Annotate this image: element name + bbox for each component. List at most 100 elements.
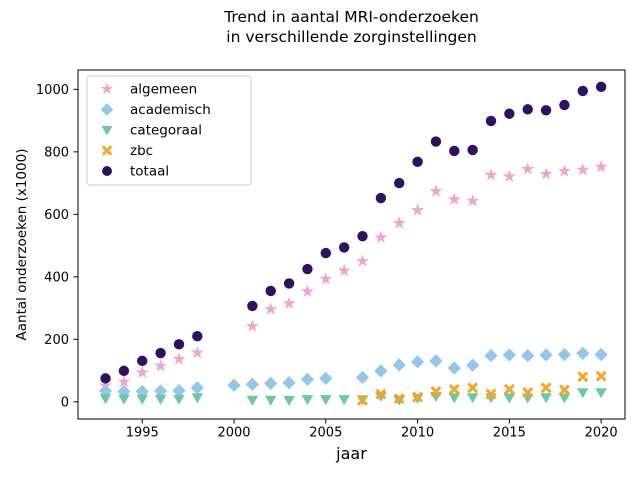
marker-academisch-2008	[374, 364, 388, 378]
marker-academisch-2017	[539, 348, 553, 362]
marker-algemeen-2018	[557, 164, 571, 177]
marker-totaal-2015	[504, 108, 515, 119]
marker-categoraal-2008	[375, 391, 387, 402]
marker-zbc-2020	[595, 370, 607, 382]
marker-categoraal-1995	[136, 394, 149, 405]
marker-categoraal-2003	[283, 396, 295, 407]
marker-totaal-1995	[137, 355, 148, 367]
marker-academisch-2005	[319, 371, 333, 385]
marker-categoraal-1996	[154, 394, 167, 405]
marker-algemeen-2002	[264, 302, 278, 315]
marker-totaal-2006	[338, 242, 350, 253]
legend-marker-zbc-icon	[101, 145, 113, 156]
marker-totaal-2016	[522, 104, 533, 115]
marker-categoraal-2005	[320, 395, 332, 406]
legend-label-categoraal: categoraal	[130, 123, 202, 139]
y-axis-label: Aantal onderzoeken (x1000)	[14, 149, 30, 341]
y-tick-label: 400	[44, 270, 69, 285]
y-tick-label: 1000	[36, 83, 69, 98]
marker-academisch-1996	[154, 384, 168, 398]
legend-marker-algemeen-icon	[100, 82, 114, 95]
x-tick-label: 2015	[493, 426, 526, 441]
marker-algemeen-1997	[172, 352, 186, 365]
marker-zbc-2011	[430, 386, 442, 397]
y-tick-label: 600	[44, 208, 69, 223]
marker-categoraal-1997	[173, 394, 185, 405]
y-tick-label: 200	[44, 333, 69, 348]
marker-totaal-1993	[100, 373, 111, 384]
marker-categoraal-2019	[576, 388, 589, 399]
marker-academisch-2018	[557, 348, 572, 362]
marker-categoraal-1994	[118, 394, 130, 405]
marker-algemeen-2017	[539, 167, 553, 180]
marker-zbc-2014	[485, 388, 497, 400]
marker-totaal-1994	[118, 365, 130, 377]
marker-zbc-2008	[375, 388, 387, 400]
marker-algemeen-2005	[319, 272, 333, 285]
marker-totaal-2001	[247, 300, 258, 312]
x-tick-label: 2005	[309, 426, 342, 441]
x-axis-label: jaar	[335, 444, 367, 463]
marker-academisch-2002	[264, 376, 278, 390]
marker-algemeen-2008	[374, 230, 388, 243]
marker-totaal-2011	[430, 136, 442, 147]
marker-zbc-2013	[467, 382, 479, 394]
marker-totaal-2018	[559, 99, 570, 111]
marker-academisch-2016	[521, 348, 535, 363]
marker-algemeen-2011	[429, 184, 443, 197]
marker-totaal-2003	[283, 278, 295, 289]
marker-categoraal-2020	[595, 388, 607, 399]
legend-marker-categoraal-icon	[101, 126, 113, 136]
marker-categoraal-2013	[466, 393, 479, 404]
marker-algemeen-1996	[154, 359, 168, 372]
marker-algemeen-2007	[356, 254, 369, 267]
marker-academisch-2020	[594, 348, 608, 362]
marker-zbc-2016	[522, 386, 534, 398]
legend-marker-academisch-icon	[100, 103, 114, 116]
y-tick-label: 0	[61, 395, 69, 410]
marker-categoraal-2012	[448, 393, 461, 404]
marker-zbc-2012	[448, 383, 460, 395]
marker-zbc-2015	[503, 383, 515, 395]
legend-label-zbc: zbc	[130, 143, 153, 159]
marker-zbc-2010	[412, 391, 424, 403]
x-tick-label: 2000	[217, 426, 250, 441]
data-points	[98, 81, 608, 407]
marker-academisch-2007	[355, 370, 370, 385]
x-tick-label: 2010	[401, 426, 434, 441]
marker-academisch-2012	[447, 361, 461, 375]
marker-algemeen-2016	[521, 162, 535, 175]
marker-algemeen-2014	[484, 168, 498, 181]
marker-algemeen-2015	[502, 169, 516, 183]
marker-categoraal-2002	[264, 395, 277, 406]
marker-totaal-2010	[412, 156, 423, 168]
marker-zbc-2017	[540, 382, 552, 394]
marker-academisch-2013	[466, 358, 480, 372]
marker-zbc-2007	[357, 394, 368, 406]
chart-title-line2: in verschillende zorginstellingen	[226, 28, 476, 46]
marker-totaal-2017	[540, 105, 552, 116]
marker-algemeen-2009	[392, 216, 406, 229]
marker-algemeen-1998	[190, 345, 204, 359]
marker-categoraal-2001	[246, 395, 259, 406]
marker-totaal-1998	[192, 331, 203, 342]
marker-academisch-2000	[227, 378, 241, 392]
legend: algemeen academisch categoraal zbc totaa…	[86, 75, 252, 186]
marker-totaal-2012	[449, 145, 460, 157]
marker-academisch-2015	[502, 348, 516, 362]
marker-categoraal-2018	[558, 393, 571, 404]
marker-totaal-1996	[155, 347, 166, 359]
marker-academisch-2009	[392, 358, 406, 372]
marker-totaal-2007	[357, 231, 368, 242]
marker-academisch-2010	[410, 355, 425, 369]
marker-algemeen-2006	[337, 263, 351, 277]
marker-totaal-2008	[375, 192, 387, 204]
marker-zbc-2009	[393, 393, 405, 405]
marker-academisch-1995	[135, 384, 149, 399]
y-ticks: 0 200 400 600 800 1000	[36, 83, 78, 410]
marker-totaal-2020	[595, 81, 607, 93]
marker-categoraal-2004	[301, 395, 314, 406]
marker-totaal-2014	[485, 115, 497, 127]
marker-academisch-2001	[245, 377, 259, 391]
